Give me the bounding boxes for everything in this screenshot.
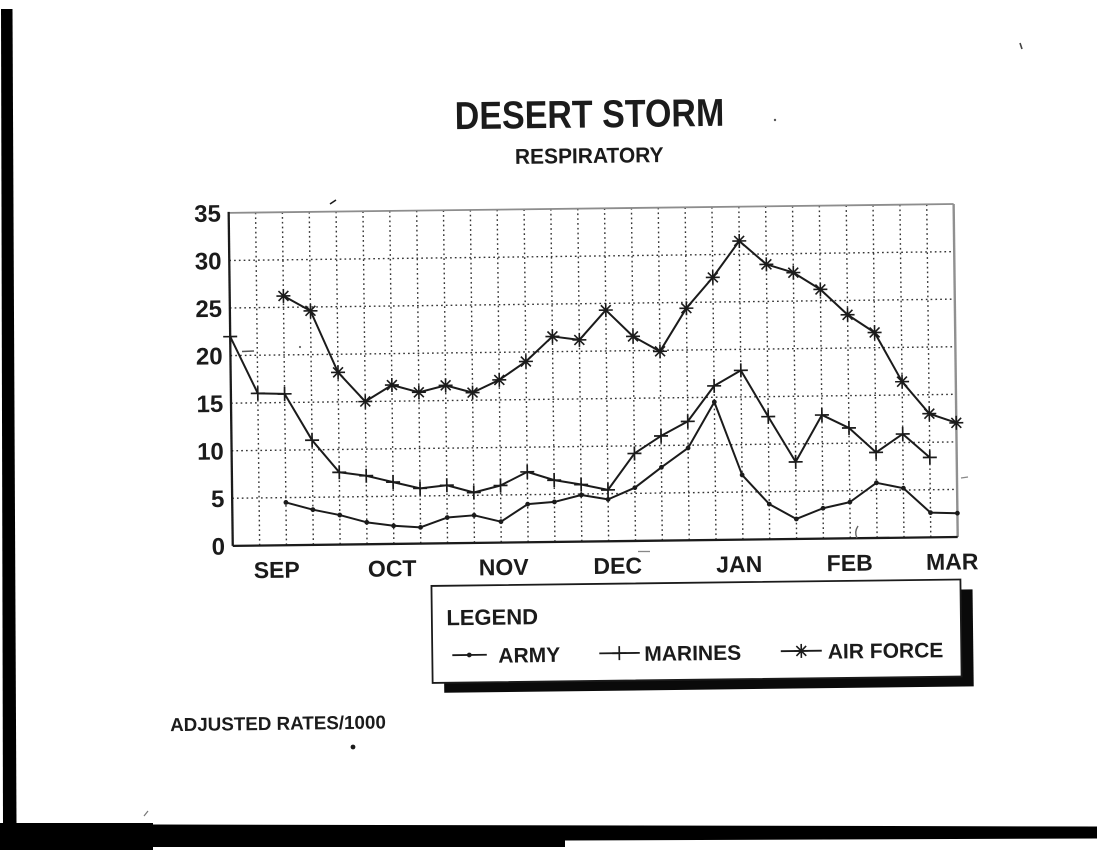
svg-text:AIR FORCE: AIR FORCE [828,639,944,663]
svg-text:FEB: FEB [827,550,873,577]
svg-text:NOV: NOV [479,554,530,581]
svg-text:JAN: JAN [716,551,762,578]
svg-text:LEGEND: LEGEND [446,604,538,630]
svg-text:ARMY: ARMY [498,644,560,668]
svg-text:5: 5 [211,486,225,513]
svg-text:25: 25 [195,296,222,323]
svg-text:0: 0 [211,534,225,561]
svg-text:SEP: SEP [254,557,300,584]
svg-text:ADJUSTED RATES/1000: ADJUSTED RATES/1000 [170,712,386,736]
svg-text:20: 20 [196,343,223,370]
svg-text:DEC: DEC [593,552,642,579]
svg-text:15: 15 [196,391,223,418]
svg-text:OCT: OCT [368,555,417,582]
svg-text:10: 10 [197,438,224,465]
svg-text:35: 35 [194,201,221,228]
svg-text:RESPIRATORY: RESPIRATORY [515,144,664,169]
svg-text:MARINES: MARINES [644,642,741,666]
svg-text:DESERT STORM: DESERT STORM [454,91,724,138]
svg-text:30: 30 [195,248,222,275]
svg-text:MAR: MAR [926,548,979,575]
